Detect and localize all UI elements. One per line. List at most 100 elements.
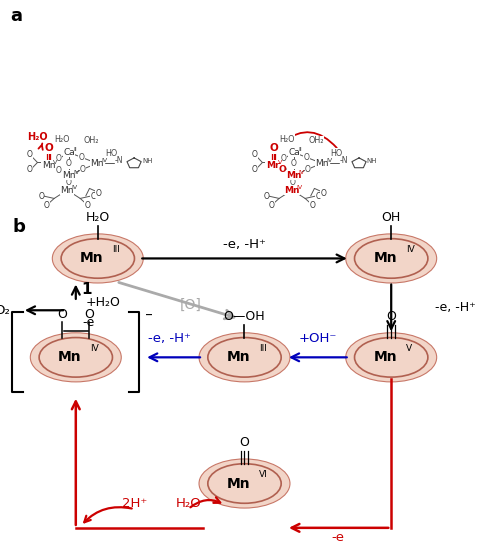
Text: -e, -H⁺: -e, -H⁺: [148, 332, 191, 345]
Text: O: O: [268, 201, 274, 210]
Text: O₂: O₂: [0, 304, 10, 317]
Text: a: a: [10, 7, 22, 25]
Text: O: O: [84, 201, 90, 210]
Text: Mn: Mn: [80, 251, 103, 266]
Text: O: O: [38, 192, 44, 201]
Text: O: O: [263, 192, 268, 201]
Text: H₂O: H₂O: [54, 135, 69, 144]
Text: OH: OH: [381, 211, 400, 224]
Text: O: O: [305, 164, 310, 174]
Text: IV: IV: [90, 344, 99, 353]
Text: IV: IV: [72, 185, 78, 190]
Text: O: O: [66, 160, 72, 168]
Text: IV: IV: [405, 245, 414, 254]
Text: O: O: [65, 178, 71, 187]
Text: -e: -e: [81, 316, 94, 329]
Text: O: O: [27, 151, 33, 160]
Text: Mn: Mn: [265, 161, 281, 169]
Text: O: O: [251, 151, 257, 160]
Text: O: O: [56, 154, 61, 163]
Text: O: O: [79, 153, 84, 162]
Text: b: b: [12, 218, 25, 235]
Text: -N: -N: [339, 156, 347, 164]
Ellipse shape: [345, 234, 436, 283]
Text: Mn: Mn: [373, 350, 396, 364]
Text: O: O: [278, 164, 285, 174]
Text: II: II: [298, 147, 302, 152]
Text: +OH⁻: +OH⁻: [298, 332, 336, 345]
Text: IV: IV: [296, 185, 302, 190]
Text: IV: IV: [74, 170, 80, 175]
Text: O: O: [90, 192, 96, 201]
Ellipse shape: [61, 239, 134, 278]
Ellipse shape: [52, 234, 143, 283]
Text: OH₂: OH₂: [83, 136, 99, 145]
Text: O: O: [56, 166, 61, 174]
Text: O: O: [303, 153, 309, 162]
Text: H₂O: H₂O: [175, 497, 201, 510]
Ellipse shape: [39, 338, 112, 377]
Text: O: O: [239, 436, 249, 449]
Text: O: O: [80, 164, 86, 174]
Text: O: O: [289, 178, 295, 187]
Text: O: O: [268, 144, 277, 153]
Text: HO: HO: [105, 149, 118, 158]
Text: NH: NH: [142, 158, 152, 164]
Ellipse shape: [199, 333, 289, 382]
Text: III: III: [259, 344, 266, 353]
Text: V: V: [278, 160, 282, 165]
Text: Mn: Mn: [373, 251, 396, 266]
Ellipse shape: [345, 333, 436, 382]
Text: O: O: [280, 154, 286, 163]
Text: -e: -e: [330, 531, 343, 544]
Text: HO: HO: [330, 149, 342, 158]
Text: O: O: [315, 192, 321, 201]
Text: IV: IV: [102, 158, 107, 163]
Text: O: O: [57, 307, 67, 321]
Text: VI: VI: [259, 470, 267, 480]
Text: O: O: [251, 164, 257, 174]
Ellipse shape: [199, 459, 289, 508]
Text: [O]: [O]: [180, 298, 201, 311]
Ellipse shape: [207, 338, 281, 377]
Text: V: V: [405, 344, 411, 353]
Text: Mn: Mn: [58, 350, 81, 364]
Text: O—OH: O—OH: [223, 310, 265, 323]
Text: OH₂: OH₂: [308, 136, 324, 145]
Text: O: O: [96, 189, 102, 198]
Text: +H₂O: +H₂O: [85, 296, 120, 309]
Text: Mn: Mn: [61, 185, 74, 195]
Text: O: O: [84, 307, 94, 321]
Text: -e, -H⁺: -e, -H⁺: [434, 301, 475, 315]
Text: O: O: [44, 144, 53, 153]
Text: ⁻: ⁻: [145, 311, 153, 326]
Text: O: O: [386, 310, 395, 323]
Text: II: II: [74, 147, 77, 152]
Text: O: O: [309, 201, 315, 210]
Text: H₂O: H₂O: [85, 211, 110, 224]
Text: -e, -H⁺: -e, -H⁺: [223, 238, 265, 251]
Text: O: O: [320, 189, 326, 198]
Text: O: O: [27, 164, 33, 174]
Text: Mn: Mn: [285, 170, 301, 179]
Text: O: O: [44, 201, 50, 210]
Text: -N: -N: [114, 156, 123, 164]
Text: Mn: Mn: [314, 159, 328, 168]
Text: 2H⁺: 2H⁺: [122, 497, 147, 510]
Text: Ca: Ca: [63, 148, 75, 157]
Text: O: O: [280, 166, 286, 174]
Text: O: O: [290, 160, 296, 168]
Text: Mn: Mn: [226, 476, 250, 491]
Text: IV: IV: [326, 158, 332, 163]
Ellipse shape: [30, 333, 121, 382]
Ellipse shape: [354, 239, 427, 278]
Text: Ca: Ca: [287, 148, 299, 157]
Text: H₂O: H₂O: [278, 135, 294, 144]
Text: Mn: Mn: [42, 161, 55, 169]
Text: 1: 1: [81, 282, 92, 296]
Text: NH: NH: [366, 158, 377, 164]
Text: IV: IV: [298, 170, 304, 175]
Text: III: III: [112, 245, 120, 254]
Text: Mn: Mn: [62, 170, 76, 179]
Text: Mn: Mn: [90, 159, 103, 168]
